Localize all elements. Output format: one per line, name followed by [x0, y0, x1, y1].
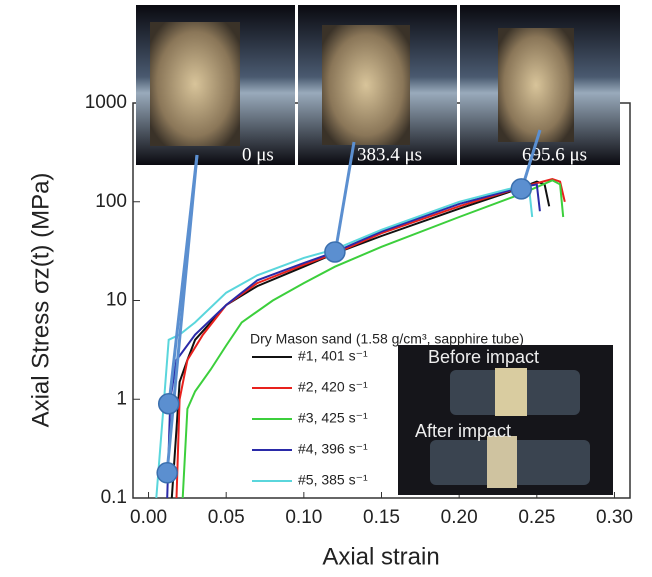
photo-strip: 0 μs 383.4 μs 695.6 μs — [136, 5, 620, 165]
y-tick-label: 0.1 — [101, 487, 127, 508]
arrows — [165, 129, 542, 474]
x-tick-label: 0.10 — [285, 507, 322, 528]
photo-sample — [498, 28, 574, 142]
marker — [510, 178, 533, 200]
arrow — [522, 129, 542, 183]
x-tick-label: 0.05 — [208, 507, 245, 528]
y-tick-label: 1 — [116, 388, 127, 409]
x-tick-label: 0.15 — [363, 507, 400, 528]
legend-label: #4, 396 s⁻¹ — [298, 441, 368, 457]
arrow — [165, 154, 199, 474]
inset-label: After impact — [415, 421, 511, 441]
x-tick-label: 0.00 — [130, 507, 167, 528]
legend-label: #2, 420 s⁻¹ — [298, 379, 368, 395]
inset-photo: Before impact After impact — [398, 345, 613, 495]
marker — [157, 393, 180, 415]
sample — [495, 368, 527, 416]
series-line — [175, 177, 566, 499]
photo-label: 383.4 μs — [357, 144, 422, 165]
legend-title: Dry Mason sand (1.58 g/cm³, sapphire tub… — [250, 331, 524, 347]
y-tick-label: 1000 — [85, 92, 127, 113]
photo-sample — [322, 25, 410, 145]
x-tick-label: 0.20 — [441, 507, 478, 528]
x-tick-label: 0.30 — [596, 507, 633, 528]
plot-area: 0.00 0.05 0.10 0.15 0.20 0.25 0.30 0.1 1 10 100 100… — [85, 92, 633, 528]
sample — [487, 436, 517, 488]
series-line — [181, 179, 565, 499]
y-tick-label: 100 — [95, 191, 127, 212]
arrow — [334, 141, 356, 249]
inset-label: Before impact — [428, 347, 539, 367]
y-tick-label: 10 — [106, 290, 127, 311]
photo-sample — [150, 22, 240, 146]
photo-label: 695.6 μs — [522, 144, 587, 165]
x-axis-title: Axial strain — [322, 543, 439, 570]
legend-label: #5, 385 s⁻¹ — [298, 472, 368, 488]
marker — [156, 462, 178, 484]
x-tick-label: 0.25 — [518, 507, 555, 528]
marker — [324, 241, 346, 263]
legend-label: #3, 425 s⁻¹ — [298, 410, 368, 426]
y-axis-title: Axial Stress σz(t) (MPa) — [27, 173, 54, 428]
photo-label: 0 μs — [242, 144, 274, 165]
legend-label: #1, 401 s⁻¹ — [298, 348, 368, 364]
